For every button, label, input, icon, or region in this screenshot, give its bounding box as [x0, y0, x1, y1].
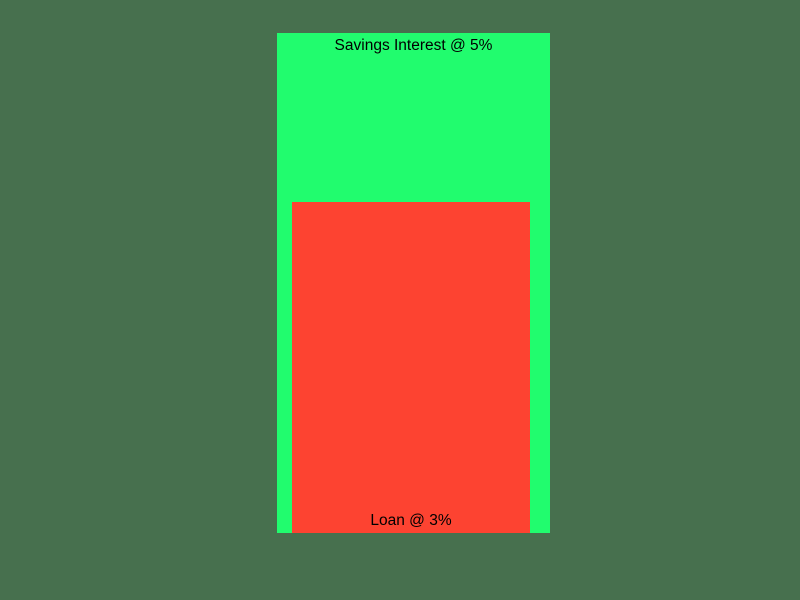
loan-label: Loan @ 3% [370, 512, 452, 529]
savings-interest-label: Savings Interest @ 5% [334, 37, 493, 54]
loan-rectangle: Loan @ 3% [292, 202, 530, 533]
